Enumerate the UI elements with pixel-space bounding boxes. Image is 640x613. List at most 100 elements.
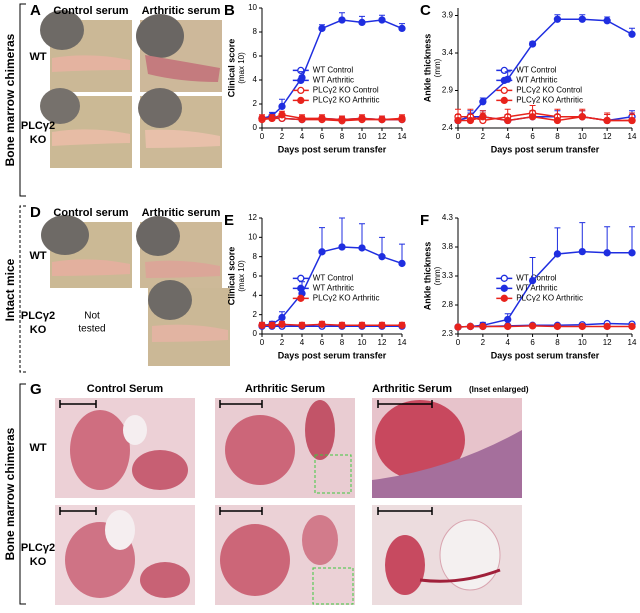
y-tick-label: 0 xyxy=(253,329,258,338)
row-label: KO xyxy=(30,134,47,146)
legend-marker xyxy=(500,66,508,75)
legend-marker xyxy=(297,274,305,282)
point xyxy=(628,322,636,331)
x-tick-label: 6 xyxy=(530,338,535,347)
y-tick-label: 10 xyxy=(248,3,257,12)
point xyxy=(578,15,586,23)
y-tick-label: 2.9 xyxy=(442,86,454,95)
column-heading: Arthritic serum xyxy=(142,5,221,17)
y-tick-label: 4 xyxy=(253,75,258,84)
x-tick-label: 8 xyxy=(340,338,345,347)
y-tick-label: 4 xyxy=(253,290,258,299)
x-tick-label: 6 xyxy=(320,338,325,347)
x-tick-label: 6 xyxy=(530,132,535,141)
legend-label: WT Arthritic xyxy=(516,283,557,292)
point xyxy=(398,24,406,33)
series xyxy=(454,322,636,331)
y-axis-note: (mm) xyxy=(433,266,442,285)
point xyxy=(318,248,326,256)
point xyxy=(504,315,512,324)
y-tick-label: 0 xyxy=(253,123,258,132)
panel-letter: C xyxy=(420,2,431,19)
x-axis-label: Days post serum transfer xyxy=(491,350,600,360)
x-tick-label: 0 xyxy=(260,338,265,347)
legend-marker xyxy=(500,86,508,95)
point xyxy=(628,249,636,257)
y-tick-label: 2.4 xyxy=(442,123,454,132)
point xyxy=(378,253,386,261)
point xyxy=(504,322,512,331)
point xyxy=(268,114,276,123)
legend-marker xyxy=(297,96,305,105)
note: tested xyxy=(78,324,105,335)
point xyxy=(268,321,276,329)
point xyxy=(318,24,326,33)
point xyxy=(466,322,475,331)
legend-label: PLCγ2 KO Control xyxy=(313,86,379,95)
x-tick-label: 4 xyxy=(505,132,510,141)
x-tick-label: 14 xyxy=(628,338,637,347)
x-tick-label: 10 xyxy=(358,132,367,141)
row-label: WT xyxy=(29,250,46,262)
x-tick-label: 14 xyxy=(398,132,407,141)
x-tick-label: 4 xyxy=(300,338,305,347)
x-tick-label: 12 xyxy=(603,338,612,347)
point xyxy=(358,244,366,252)
point xyxy=(318,114,326,123)
x-tick-label: 8 xyxy=(555,338,560,347)
legend-label: PLCγ2 KO Control xyxy=(516,86,582,95)
point xyxy=(278,111,286,119)
point xyxy=(578,322,586,331)
point xyxy=(603,249,611,257)
column-heading: Arthritic serum xyxy=(142,207,221,219)
point xyxy=(338,321,346,329)
x-tick-label: 2 xyxy=(481,132,486,141)
y-tick-label: 4.3 xyxy=(442,213,454,222)
y-axis-label: Clinical score xyxy=(226,39,236,98)
x-tick-label: 10 xyxy=(578,132,587,141)
series xyxy=(454,110,636,125)
point xyxy=(578,247,586,256)
point xyxy=(278,313,286,322)
point xyxy=(504,116,512,125)
side-label: Bone marrow chimeras xyxy=(3,33,17,166)
legend-marker xyxy=(500,294,508,302)
point xyxy=(466,116,475,125)
panel-letter: E xyxy=(224,212,234,229)
point xyxy=(454,116,462,125)
legend-marker xyxy=(500,96,508,105)
error-bar xyxy=(359,223,365,248)
photos-a xyxy=(40,10,222,168)
point xyxy=(298,114,306,123)
point xyxy=(528,322,537,330)
point xyxy=(358,18,366,27)
x-tick-label: 14 xyxy=(398,338,407,347)
legend-label: WT Control xyxy=(516,273,557,282)
x-tick-label: 2 xyxy=(280,338,285,347)
legend-marker xyxy=(297,66,305,75)
legend-label: WT Control xyxy=(516,66,557,75)
row-label: KO xyxy=(30,324,47,336)
legend-marker xyxy=(297,76,305,85)
column-note: (Inset enlarged) xyxy=(469,385,529,394)
x-tick-label: 0 xyxy=(456,132,461,141)
x-tick-label: 4 xyxy=(505,338,510,347)
y-tick-label: 6 xyxy=(253,271,258,280)
x-tick-label: 2 xyxy=(280,132,285,141)
point xyxy=(578,113,586,121)
point xyxy=(603,116,611,125)
error-bar xyxy=(554,227,561,254)
legend-marker xyxy=(297,86,305,95)
panel-letter: F xyxy=(420,212,429,229)
point xyxy=(278,102,286,111)
photos-d xyxy=(41,215,230,366)
panel-letter: G xyxy=(30,381,42,398)
row-label: PLCγ2 xyxy=(21,310,55,322)
y-axis-note: (max 10) xyxy=(237,260,246,292)
x-tick-label: 2 xyxy=(481,338,486,347)
y-tick-label: 8 xyxy=(253,27,258,36)
legend-label: WT Control xyxy=(313,66,354,75)
point xyxy=(479,113,487,121)
x-tick-label: 10 xyxy=(358,338,367,347)
error-bar xyxy=(629,226,635,253)
